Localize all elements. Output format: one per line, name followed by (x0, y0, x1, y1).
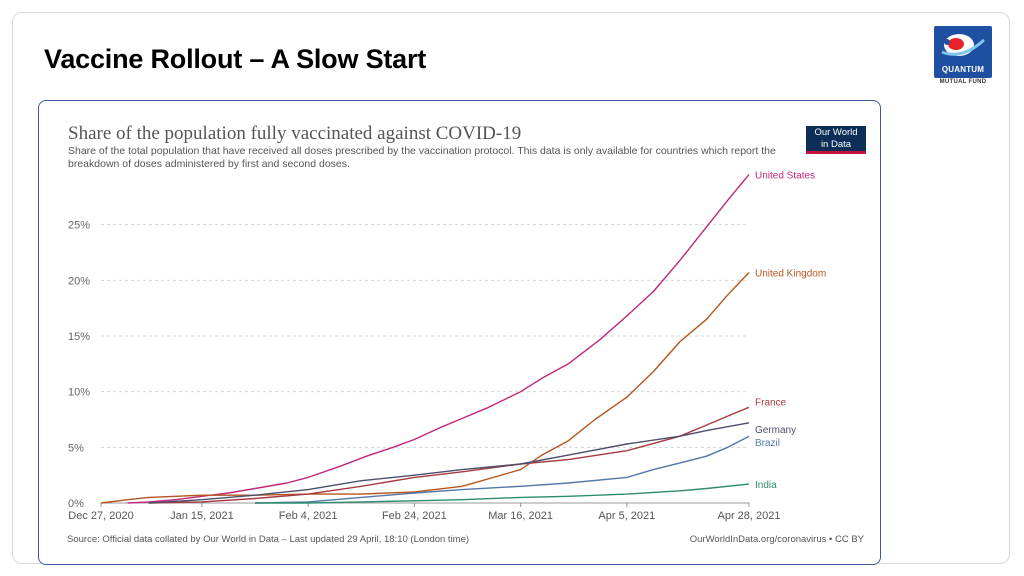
quantum-logo-subtext: MUTUAL FUND (939, 79, 987, 85)
series-line-united-states (127, 174, 750, 504)
chart-card: Share of the population fully vaccinated… (38, 100, 881, 565)
quantum-logo-swoosh-icon (941, 34, 986, 56)
y-tick-label: 10% (68, 387, 90, 399)
series-label: India (755, 480, 777, 491)
series-label: United States (755, 171, 815, 182)
chart-license-link[interactable]: OurWorldInData.org/coronavirus • CC BY (689, 534, 864, 545)
x-tick-label: Feb 4, 2021 (279, 510, 338, 522)
chart-subtitle: Share of the total population that have … (68, 145, 776, 170)
y-tick-label: 25% (68, 220, 90, 232)
quantum-logo-badge: QUANTUM (934, 26, 992, 78)
owid-logo-line2: in Data (820, 139, 852, 150)
y-tick-label: 0% (68, 498, 84, 510)
series-label: United Kingdom (755, 269, 826, 280)
x-tick-label: Apr 5, 2021 (598, 510, 655, 522)
series-label: Germany (755, 425, 796, 436)
series-line-france (148, 406, 750, 504)
x-tick-label: Dec 27, 2020 (68, 510, 133, 522)
slide-title: Vaccine Rollout – A Slow Start (44, 44, 427, 74)
series-label: Brazil (755, 438, 780, 449)
y-tick-label: 15% (68, 331, 90, 343)
x-tick-label: Apr 28, 2021 (718, 510, 781, 522)
quantum-logo-wordmark: QUANTUM (941, 65, 985, 74)
x-tick-label: Feb 24, 2021 (382, 510, 447, 522)
y-tick-label: 5% (68, 442, 84, 454)
owid-logo-line1: Our World (814, 127, 858, 138)
series-line-united-kingdom (100, 272, 750, 504)
series-label: France (755, 397, 787, 408)
chart-source-note: Source: Official data collated by Our Wo… (67, 534, 470, 545)
y-tick-label: 20% (68, 275, 90, 287)
chart-title: Share of the population fully vaccinated… (68, 123, 522, 144)
quantum-logo: QUANTUM MUTUAL FUND (932, 26, 994, 88)
series-line-india (255, 483, 750, 504)
x-tick-label: Mar 16, 2021 (488, 510, 553, 522)
line-chart: 0% 5% 10% 15% 20% 25% Dec 27, 2020 Jan 15, 2021… (68, 171, 826, 522)
owid-logo: Our World in Data (806, 126, 866, 154)
series-line-germany (148, 422, 750, 504)
series-line-brazil (254, 435, 750, 504)
x-tick-label: Jan 15, 2021 (170, 510, 234, 522)
